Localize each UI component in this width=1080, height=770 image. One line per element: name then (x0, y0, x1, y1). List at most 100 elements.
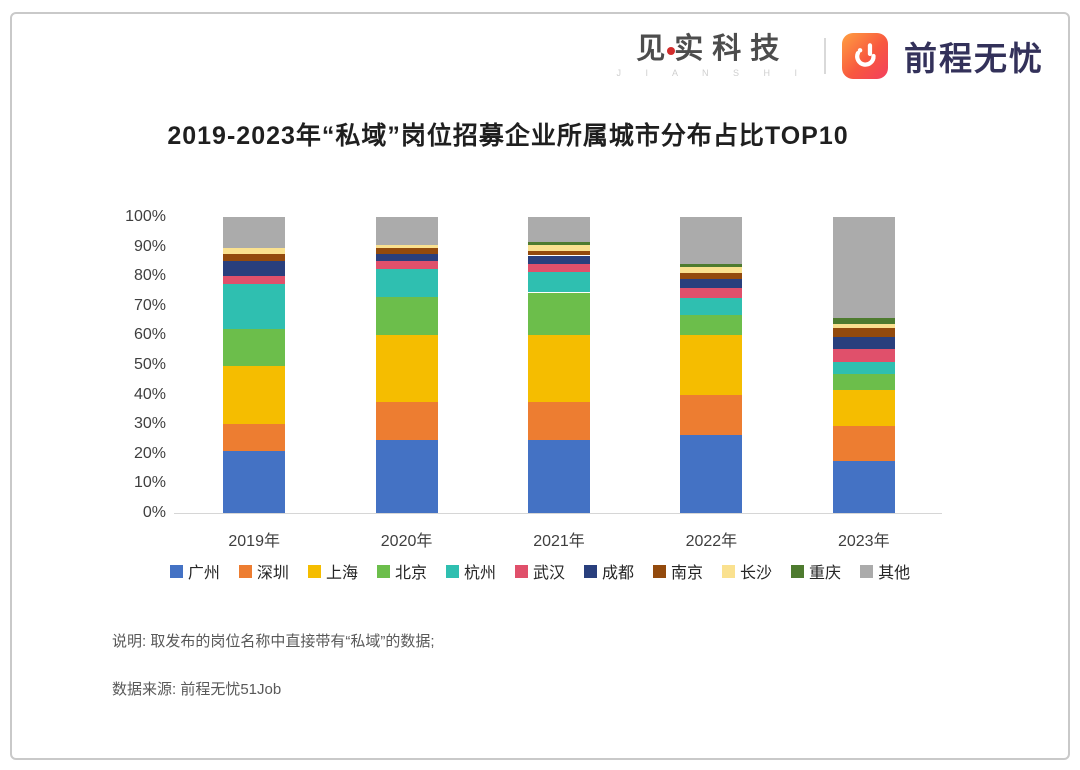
legend-swatch-其他 (860, 564, 874, 578)
y-axis-tick-20: 20% (133, 444, 166, 462)
bar-segment-南京-2020年 (375, 248, 438, 254)
jianshi-logo-text: 见实科技 (636, 33, 789, 66)
legend-swatch-长沙 (722, 564, 736, 578)
bar-segment-其他-2022年 (680, 217, 743, 265)
bar-segment-上海-2019年 (223, 366, 286, 425)
51job-hand-icon (842, 33, 888, 79)
y-axis-tick-10: 10% (133, 474, 166, 492)
bar-segment-武汉-2021年 (528, 264, 590, 272)
y-axis-tick-50: 50% (133, 356, 166, 373)
legend-item-武汉: 武汉 (514, 559, 565, 583)
bar-segment-上海-2023年 (832, 390, 895, 426)
bar-segment-深圳-2019年 (223, 424, 286, 451)
legend-item-南京: 南京 (653, 559, 703, 583)
bar-segment-深圳-2021年 (528, 402, 590, 441)
y-axis-tick-60: 60% (133, 326, 166, 344)
bar-segment-北京-2019年 (223, 329, 286, 367)
legend-item-上海: 上海 (307, 559, 358, 583)
bar-segment-上海-2020年 (375, 335, 438, 402)
header-brand-row: 见实科技 J I A N S H I 前程无忧 (616, 32, 1044, 80)
jianshi-logo-subtext: J I A N S H I (616, 67, 808, 78)
bar-segment-武汉-2019年 (223, 276, 286, 284)
bar-segment-长沙-2020年 (375, 245, 438, 249)
qianchengwuyou-logo-text: 前程无忧 (904, 40, 1044, 77)
bar-segment-深圳-2020年 (375, 402, 438, 441)
bar-segment-长沙-2022年 (680, 267, 743, 274)
bar-segment-重庆-2022年 (680, 264, 743, 268)
note-description: 说明: 取发布的岗位名称中直接带有“私域”的数据; (112, 633, 435, 650)
x-axis-label-2021年: 2021年 (533, 533, 585, 550)
bar-segment-北京-2023年 (832, 373, 895, 391)
bar-segment-长沙-2019年 (223, 248, 286, 254)
bar-segment-长沙-2021年 (528, 245, 590, 252)
note-source: 数据来源: 前程无忧51Job (112, 681, 282, 698)
bar-segment-上海-2021年 (528, 335, 590, 402)
plot-area (178, 217, 940, 513)
bar-segment-上海-2022年 (680, 335, 743, 395)
bar-segment-其他-2021年 (528, 217, 590, 243)
legend-swatch-上海 (307, 564, 321, 578)
bar-segment-深圳-2022年 (680, 394, 743, 435)
divider (824, 38, 826, 74)
y-axis-tick-0: 0% (142, 504, 166, 521)
x-axis-label-2020年: 2020年 (380, 533, 433, 550)
bar-segment-杭州-2023年 (832, 362, 895, 374)
legend-item-成都: 成都 (584, 559, 634, 583)
y-axis-tick-40: 40% (133, 385, 166, 403)
bar-segment-广州-2022年 (680, 434, 743, 513)
bar-segment-广州-2023年 (832, 461, 895, 513)
y-axis-tick-100: 100% (125, 208, 166, 225)
bar-segment-其他-2020年 (375, 217, 438, 246)
red-dot-icon (667, 47, 676, 56)
legend-label-南京: 南京 (671, 565, 704, 582)
bar-segment-杭州-2020年 (375, 268, 438, 297)
bar-segment-杭州-2021年 (528, 271, 590, 293)
bar-segment-北京-2020年 (375, 296, 438, 336)
bar-segment-杭州-2022年 (680, 298, 743, 315)
legend-swatch-深圳 (238, 564, 252, 578)
y-axis-tick-90: 90% (133, 237, 166, 255)
bar-segment-其他-2019年 (223, 217, 286, 249)
legend-label-北京: 北京 (394, 565, 427, 582)
bar-segment-重庆-2023年 (832, 317, 895, 324)
bar-segment-武汉-2023年 (832, 348, 895, 363)
bar-segment-广州-2021年 (528, 440, 590, 513)
bar-segment-南京-2022年 (680, 273, 743, 280)
legend-label-深圳: 深圳 (256, 565, 289, 582)
legend-item-深圳: 深圳 (238, 559, 289, 583)
legend-label-重庆: 重庆 (809, 565, 842, 582)
bar-segment-成都-2021年 (528, 255, 590, 265)
legend-label-广州: 广州 (187, 565, 220, 582)
bar-segment-北京-2021年 (528, 292, 590, 336)
x-axis-line (174, 513, 942, 514)
bar-segment-广州-2020年 (375, 440, 438, 513)
y-axis-tick-70: 70% (133, 296, 166, 314)
legend-item-北京: 北京 (376, 559, 427, 583)
x-axis-label-2019年: 2019年 (228, 533, 280, 550)
legend-label-杭州: 杭州 (463, 565, 496, 582)
bar-segment-深圳-2023年 (832, 425, 895, 462)
legend-label-上海: 上海 (325, 565, 358, 582)
bar-segment-武汉-2022年 (680, 288, 743, 299)
legend-swatch-广州 (169, 564, 183, 578)
legend-label-长沙: 长沙 (740, 565, 773, 582)
bar-segment-成都-2022年 (680, 279, 743, 289)
legend-swatch-武汉 (514, 564, 528, 578)
x-axis-label-2023年: 2023年 (837, 533, 890, 550)
bar-segment-其他-2023年 (832, 217, 895, 318)
bar-segment-南京-2019年 (223, 254, 286, 262)
bar-segment-武汉-2020年 (375, 261, 438, 269)
x-axis-label-2022年: 2022年 (685, 533, 738, 550)
hand-glyph-icon (855, 43, 876, 67)
legend-swatch-北京 (376, 564, 390, 578)
bar-segment-长沙-2023年 (832, 323, 895, 328)
legend-swatch-南京 (653, 564, 667, 578)
legend-item-杭州: 杭州 (445, 559, 496, 583)
legend-item-广州: 广州 (169, 559, 220, 583)
bar-segment-成都-2019年 (223, 261, 286, 277)
bar-segment-南京-2023年 (832, 328, 895, 337)
jianshi-logo: 见实科技 J I A N S H I (616, 33, 808, 78)
legend-item-重庆: 重庆 (791, 559, 841, 583)
legend-swatch-重庆 (791, 564, 805, 578)
bar-segment-成都-2020年 (375, 254, 438, 262)
